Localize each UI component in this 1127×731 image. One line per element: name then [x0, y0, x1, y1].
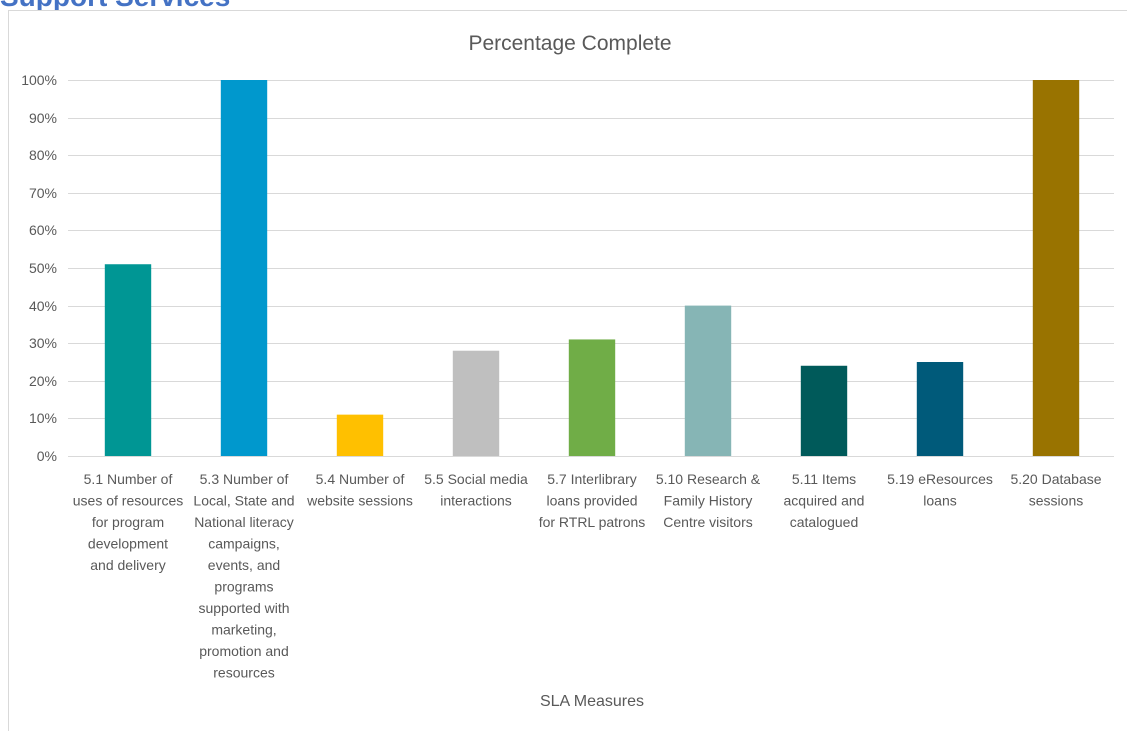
x-axis-title: SLA Measures [540, 693, 644, 710]
x-tick-label-line: National literacy [194, 514, 294, 530]
x-tick-label: 5.20 Database sessions [1010, 471, 1101, 509]
x-tick-label-line: development [88, 536, 168, 552]
x-tick-label: 5.7 Interlibrary loans provided for RTRL p… [539, 471, 646, 530]
bar-3 [336, 414, 384, 456]
x-tick-label-line: campaigns, [208, 536, 280, 552]
x-tick-label-line: 5.20 Database [1010, 471, 1101, 487]
bar-9 [1032, 80, 1080, 456]
x-tick-label-line: 5.11 Items [792, 471, 856, 487]
bar-4 [452, 350, 500, 456]
x-tick-label-line: resources [213, 665, 274, 681]
y-tick-label: 30% [29, 335, 57, 351]
bar-8 [916, 362, 964, 456]
x-tick-label: 5.4 Number of website sessions [306, 471, 413, 509]
x-tick-label-line: for RTRL patrons [539, 514, 646, 530]
x-tick-label: 5.3 Number of Local, State and National li… [193, 471, 294, 681]
x-tick-label-line: Centre visitors [663, 514, 752, 530]
y-tick-label: 100% [21, 72, 57, 88]
bars [104, 80, 1080, 456]
x-tick-label-line: and delivery [90, 557, 166, 573]
x-tick-label-line: loans provided [546, 493, 637, 509]
bar-5 [568, 339, 616, 456]
x-tick-label-line: 5.19 eResources [887, 471, 993, 487]
y-axis-labels: 0% 10% 20% 30% 40% 50% 60% 70% 80% 90% 100% [21, 72, 57, 464]
section-heading: Support Services [0, 0, 230, 11]
x-tick-label-line: 5.4 Number of [316, 471, 405, 487]
x-tick-label: 5.10 Research & Family History Centre visi… [656, 471, 761, 530]
y-tick-label: 90% [29, 110, 57, 126]
bar-7 [800, 365, 848, 456]
x-tick-label-line: 5.10 Research & [656, 471, 761, 487]
y-tick-label: 80% [29, 147, 57, 163]
x-tick-label: 5.19 eResources loans [887, 471, 993, 509]
x-tick-label-line: 5.3 Number of [200, 471, 289, 487]
bar-2 [220, 80, 268, 456]
bar-6 [684, 305, 732, 456]
y-tick-label: 0% [37, 448, 57, 464]
x-axis-labels: 5.1 Number of uses of resources for progra… [73, 471, 1102, 681]
bar-1 [104, 264, 152, 456]
y-tick-label: 10% [29, 410, 57, 426]
x-tick-label: 5.1 Number of uses of resources for progra… [73, 471, 184, 573]
x-tick-label-line: marketing, [211, 622, 276, 638]
y-tick-label: 20% [29, 373, 57, 389]
x-tick-label-line: loans [923, 493, 956, 509]
x-tick-label-line: 5.7 Interlibrary [547, 471, 636, 487]
x-tick-label-line: supported with [198, 600, 289, 616]
x-tick-label-line: Local, State and [193, 493, 294, 509]
y-tick-label: 40% [29, 298, 57, 314]
x-tick-label-line: events, and [208, 557, 280, 573]
y-tick-label: 60% [29, 222, 57, 238]
chart-title: Percentage Complete [468, 32, 671, 55]
x-tick-label-line: website sessions [306, 493, 413, 509]
x-tick-label-line: interactions [440, 493, 512, 509]
y-tick-label: 70% [29, 185, 57, 201]
x-tick-label: 5.5 Social media interactions [424, 471, 528, 509]
x-tick-label-line: 5.1 Number of [84, 471, 173, 487]
x-tick-label-line: acquired and [784, 493, 865, 509]
x-tick-label-line: promotion and [199, 643, 289, 659]
x-tick-label-line: uses of resources [73, 493, 184, 509]
x-tick-label: 5.11 Items acquired and catalogued [784, 471, 865, 530]
x-tick-label-line: catalogued [790, 514, 859, 530]
x-tick-label-line: sessions [1029, 493, 1083, 509]
y-tick-label: 50% [29, 260, 57, 276]
x-tick-label-line: Family History [664, 493, 753, 509]
x-tick-label-line: 5.5 Social media [424, 471, 528, 487]
x-tick-label-line: programs [214, 579, 273, 595]
x-tick-label-line: for program [92, 514, 164, 530]
